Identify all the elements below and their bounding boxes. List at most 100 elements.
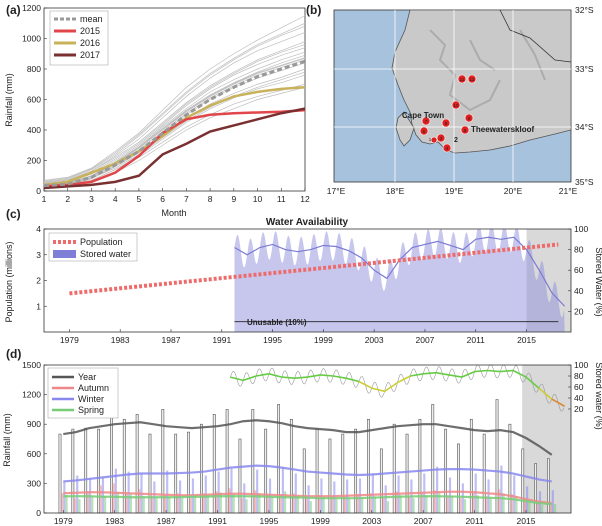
y-right-tick-label: 100 <box>574 360 588 370</box>
panel-a-series <box>43 59 306 190</box>
bar-autumn <box>318 495 321 513</box>
bar-autumn <box>408 497 411 513</box>
trend-line-spring <box>63 495 552 506</box>
bar-spring <box>438 492 441 513</box>
bar-spring <box>541 505 544 513</box>
bar-spring <box>142 496 145 513</box>
bar-year <box>71 428 75 514</box>
bar-spring <box>271 497 274 513</box>
legend-2017-label: 2017 <box>80 50 100 60</box>
bar-winter <box>500 465 503 513</box>
reservoir-label-6: 6 <box>423 129 426 134</box>
storage-trend-segment <box>230 376 244 382</box>
bar-winter <box>384 485 387 513</box>
legend-2016-label: 2016 <box>80 38 100 48</box>
map-boundary <box>499 9 572 63</box>
storage-trend-segment <box>268 373 282 378</box>
bar-autumn <box>163 495 167 513</box>
y-tick-label: 0 <box>36 508 41 518</box>
bar-autumn <box>395 491 398 513</box>
legend-stored-water-swatch <box>53 250 76 258</box>
x-tick-label: 1995 <box>263 335 282 345</box>
bar-winter <box>76 475 79 513</box>
storage-trend-segment <box>538 387 553 400</box>
bar-spring <box>116 492 120 513</box>
stored-water-area <box>234 229 565 332</box>
bar-autumn <box>343 496 347 513</box>
bar-spring <box>412 498 415 513</box>
y-tick-label: 0 <box>36 186 41 196</box>
reservoir-marker-1 <box>430 136 438 144</box>
bar-year <box>315 428 319 514</box>
reservoir-label-11: 11 <box>460 77 465 82</box>
reservoir-marker-3 <box>436 133 446 143</box>
reservoir-marker-10 <box>451 100 461 110</box>
map-label-cape-town: Cape Town <box>402 111 444 120</box>
panel-c-title: Water Availability <box>266 217 349 228</box>
bar-spring <box>399 495 402 513</box>
y-tick-label: 1 <box>36 301 41 311</box>
y-tick-label: 1500 <box>22 360 41 370</box>
map-lat-33: 33°S <box>575 64 594 74</box>
storage-trend-segment <box>255 373 270 377</box>
bar-spring <box>104 496 107 513</box>
bar-winter <box>114 468 117 513</box>
storage-trend-segment <box>423 371 437 375</box>
legend-year-label: Year <box>78 372 96 382</box>
bar-autumn <box>73 498 77 513</box>
legend-spring-label: Spring <box>78 405 104 415</box>
reservoir-label-5: 5 <box>464 128 467 133</box>
storage-trend-segment <box>410 373 424 377</box>
bar-spring <box>283 491 287 513</box>
storage-trend-segment <box>448 374 462 378</box>
x-tick-label: 3 <box>89 194 94 204</box>
bar-autumn <box>125 493 128 513</box>
bar-spring <box>463 499 467 513</box>
bar-winter <box>230 468 233 513</box>
x-tick-label: 1 <box>42 194 47 204</box>
x-tick-label: 2003 <box>362 516 381 526</box>
trend-line-autumn <box>63 490 552 505</box>
y-tick-label: 1000 <box>22 34 41 44</box>
y-tick-label: 4 <box>36 224 41 234</box>
x-tick-label: 1987 <box>157 516 176 526</box>
bar-autumn <box>549 503 552 513</box>
reservoir-label-9: 9 <box>468 116 471 121</box>
bar-year <box>495 399 499 514</box>
map-lon-20: 20°E <box>504 186 523 196</box>
bar-spring <box>232 494 235 513</box>
series-line-2015 <box>43 108 306 188</box>
bar-autumn <box>292 493 295 513</box>
panel-label-d: (d) <box>6 347 21 361</box>
storage-trend-segment <box>371 387 385 393</box>
storage-trend-segment <box>384 381 398 393</box>
storage-trend-segment <box>435 371 450 376</box>
y-tick-label: 600 <box>27 449 41 459</box>
x-tick-label: 1999 <box>311 516 330 526</box>
panel-d-frame <box>43 364 572 514</box>
reservoir-label-7: 7 <box>425 119 428 124</box>
bar-year <box>534 463 537 514</box>
x-tick-label: 2007 <box>414 516 433 526</box>
map-lon-19: 19°E <box>445 186 464 196</box>
bar-autumn <box>536 504 539 513</box>
y-right-tick-label: 80 <box>574 245 584 255</box>
bar-autumn <box>189 497 192 513</box>
bar-autumn <box>241 498 244 513</box>
bar-spring <box>451 496 454 513</box>
bar-winter <box>371 473 374 513</box>
map-relief <box>429 29 546 112</box>
bar-year <box>289 418 293 514</box>
storage-trend-segment <box>551 398 565 407</box>
panel-b-map: 32°S 33°S 34°S 35°S 17°E 18°E 19°E 20°E … <box>327 5 594 196</box>
reservoir-label-10: 10 <box>453 103 459 108</box>
y-right-tick-label: 40 <box>574 286 584 296</box>
bar-autumn <box>485 496 488 513</box>
y-tick-label: 200 <box>27 156 41 166</box>
bar-spring <box>322 497 325 513</box>
storage-trend-segment <box>358 380 373 389</box>
bar-autumn <box>61 493 64 513</box>
reservoir-label-2: 2 <box>454 137 458 144</box>
